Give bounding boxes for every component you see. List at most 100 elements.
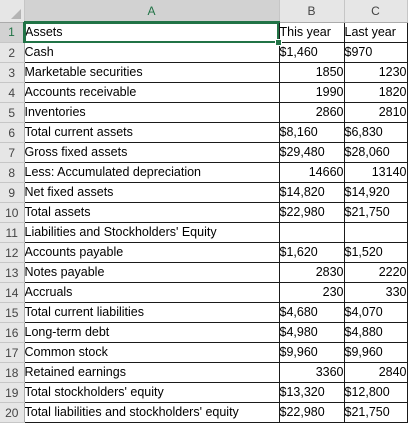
row-header[interactable]: 2 [0,42,25,63]
column-header-row: A B C [0,0,408,23]
cell-c[interactable]: $6,830 [343,122,408,143]
row-header[interactable]: 5 [0,102,25,123]
cell-c[interactable]: $4,070 [343,302,408,323]
cell-a[interactable]: Assets [23,21,280,43]
cell-c[interactable]: $14,920 [343,182,408,203]
cell-a[interactable]: Total liabilities and stockholders' equi… [23,402,280,423]
row-header[interactable]: 15 [0,302,25,323]
select-all-button[interactable] [0,0,25,23]
cell-b[interactable]: 2830 [278,262,345,283]
cell-c[interactable]: 2220 [343,262,408,283]
cell-a[interactable]: Accounts payable [23,242,280,263]
table-row: 12 Accounts payable $1,620 $1,520 [0,242,408,263]
table-row: 11 Liabilities and Stockholders' Equity [0,222,408,243]
cell-b[interactable]: 14660 [278,162,345,183]
table-row: 13 Notes payable 2830 2220 [0,262,408,283]
row-header[interactable]: 3 [0,62,25,83]
row-header[interactable]: 7 [0,142,25,163]
cell-c[interactable]: 1820 [343,82,408,103]
cell-b[interactable]: $4,680 [278,302,345,323]
cell-b[interactable]: $4,980 [278,322,345,343]
table-row: 18 Retained earnings 3360 2840 [0,362,408,383]
cell-a[interactable]: Less: Accumulated depreciation [23,162,280,183]
table-row: 2 Cash $1,460 $970 [0,42,408,63]
cell-c[interactable]: 13140 [343,162,408,183]
cell-c[interactable]: $21,750 [343,202,408,223]
cell-b[interactable]: 3360 [278,362,345,383]
row-header[interactable]: 14 [0,282,25,303]
cell-c[interactable]: 2810 [343,102,408,123]
cell-b[interactable]: $8,160 [278,122,345,143]
cell-a[interactable]: Notes payable [23,262,280,283]
cell-a[interactable]: Long-term debt [23,322,280,343]
row-header[interactable]: 19 [0,382,25,403]
cell-b[interactable]: $13,320 [278,382,345,403]
table-row: 20 Total liabilities and stockholders' eq… [0,402,408,423]
cell-c[interactable]: $12,800 [343,382,408,403]
table-row: 7 Gross fixed assets $29,480 $28,060 [0,142,408,163]
row-header[interactable]: 16 [0,322,25,343]
cell-c[interactable]: 1230 [343,62,408,83]
cell-c[interactable]: $970 [343,42,408,63]
cell-a[interactable]: Accruals [23,282,280,303]
cell-a[interactable]: Total stockholders' equity [23,382,280,403]
row-header[interactable]: 8 [0,162,25,183]
cell-a[interactable]: Liabilities and Stockholders' Equity [23,222,280,243]
cell-b[interactable]: This year [278,21,345,43]
row-header[interactable]: 17 [0,342,25,363]
cell-b[interactable]: $22,980 [278,402,345,423]
table-row: 14 Accruals 230 330 [0,282,408,303]
cell-a[interactable]: Accounts receivable [23,82,280,103]
cell-b[interactable]: 230 [278,282,345,303]
cell-b[interactable]: $9,960 [278,342,345,363]
cell-b[interactable]: 1990 [278,82,345,103]
cell-c[interactable]: $1,520 [343,242,408,263]
table-row: 5 Inventories 2860 2810 [0,102,408,123]
column-header-a[interactable]: A [24,0,280,23]
cell-a[interactable]: Total current assets [23,122,280,143]
cell-b[interactable]: $22,980 [278,202,345,223]
cell-c[interactable]: 330 [343,282,408,303]
row-header[interactable]: 4 [0,82,25,103]
table-row: 16 Long-term debt $4,980 $4,880 [0,322,408,343]
row-header[interactable]: 11 [0,222,25,243]
table-row: 1 Assets This year Last year [0,21,408,43]
cell-c[interactable] [343,222,408,243]
row-header[interactable]: 6 [0,122,25,143]
table-row: 4 Accounts receivable 1990 1820 [0,82,408,103]
row-header[interactable]: 1 [0,22,25,43]
cell-b[interactable]: 2860 [278,102,345,123]
row-header[interactable]: 9 [0,182,25,203]
row-header[interactable]: 10 [0,202,25,223]
cell-a[interactable]: Gross fixed assets [23,142,280,163]
table-row: 8 Less: Accumulated depreciation 14660 1314… [0,162,408,183]
cell-c[interactable]: $4,880 [343,322,408,343]
cell-a[interactable]: Total assets [23,202,280,223]
cell-a[interactable]: Marketable securities [23,62,280,83]
cell-a[interactable]: Retained earnings [23,362,280,383]
cell-a[interactable]: Inventories [23,102,280,123]
cell-a[interactable]: Total current liabilities [23,302,280,323]
cell-c[interactable]: $21,750 [343,402,408,423]
spreadsheet-body: 1 Assets This year Last year 2 Cash $1,460 $970… [0,21,408,423]
cell-c[interactable]: 2840 [343,362,408,383]
cell-a[interactable]: Net fixed assets [23,182,280,203]
row-header[interactable]: 13 [0,262,25,283]
cell-b[interactable]: $1,460 [278,42,345,63]
cell-c[interactable]: $28,060 [343,142,408,163]
cell-a[interactable]: Common stock [23,342,280,363]
cell-b[interactable] [278,222,345,243]
column-header-b[interactable]: B [279,0,345,23]
column-header-c[interactable]: C [344,0,408,23]
cell-b[interactable]: $29,480 [278,142,345,163]
cell-c[interactable]: Last year [343,21,408,43]
row-header[interactable]: 12 [0,242,25,263]
cell-b[interactable]: 1850 [278,62,345,83]
cell-c[interactable]: $9,960 [343,342,408,363]
row-header[interactable]: 18 [0,362,25,383]
cell-b[interactable]: $1,620 [278,242,345,263]
fill-handle[interactable] [275,38,282,46]
cell-b[interactable]: $14,820 [278,182,345,203]
row-header[interactable]: 20 [0,402,25,423]
cell-a[interactable]: Cash [23,42,280,63]
